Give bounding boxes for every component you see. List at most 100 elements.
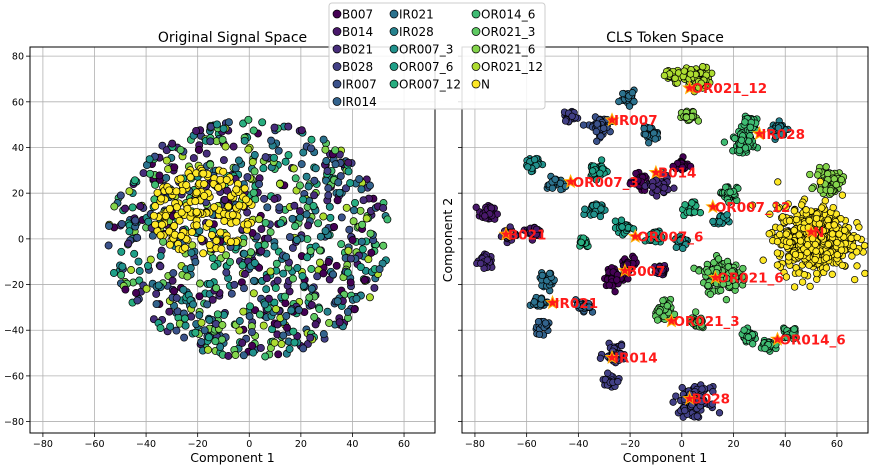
scatter-point	[741, 118, 749, 126]
scatter-point	[325, 202, 334, 211]
scatter-point	[324, 191, 333, 200]
scatter-point	[189, 300, 198, 309]
scatter-point	[266, 267, 275, 276]
scatter-point	[786, 238, 794, 246]
scatter-point	[360, 276, 369, 284]
scatter-point	[139, 169, 148, 178]
scatter-point	[231, 164, 240, 173]
scatter-point	[250, 151, 259, 159]
scatter-point	[235, 201, 244, 210]
scatter-point	[604, 369, 612, 377]
scatter-point	[704, 268, 712, 276]
scatter-point	[110, 202, 119, 211]
scatter-point	[161, 211, 170, 220]
scatter-point	[274, 146, 283, 155]
scatter-point	[169, 269, 178, 278]
scatter-point	[805, 261, 813, 269]
scatter-point	[679, 244, 687, 253]
scatter-point	[597, 132, 605, 140]
legend-marker	[332, 79, 342, 89]
scatter-point	[131, 216, 140, 225]
x-tick-label: 0	[679, 439, 685, 450]
scatter-point	[530, 155, 539, 164]
scatter-point	[615, 97, 623, 106]
scatter-point	[205, 219, 214, 228]
scatter-point	[816, 177, 824, 186]
scatter-point	[383, 215, 392, 224]
legend-marker	[332, 44, 342, 54]
scatter-point	[302, 210, 311, 219]
scatter-point	[192, 221, 201, 230]
scatter-point	[370, 283, 379, 292]
legend: B007 B014 B021 B028 IR007 IR014 IR021 IR028 OR00…	[328, 2, 546, 110]
scatter-point	[217, 245, 226, 253]
scatter-point	[791, 250, 800, 259]
scatter-point	[188, 228, 196, 237]
scatter-point	[208, 295, 217, 304]
scatter-point	[630, 97, 638, 106]
class-annotation-label: IR014	[614, 351, 658, 367]
legend-item: OR014_6	[471, 8, 535, 22]
scatter-point	[210, 262, 219, 271]
scatter-point	[124, 239, 133, 248]
scatter-point	[227, 289, 236, 298]
scatter-point	[307, 135, 316, 144]
scatter-point	[709, 217, 717, 226]
scatter-point	[597, 156, 606, 164]
scatter-point	[655, 308, 663, 316]
scatter-point	[706, 290, 715, 298]
legend-marker	[389, 44, 399, 54]
scatter-point	[670, 184, 678, 192]
scatter-point	[592, 127, 600, 136]
scatter-point	[618, 223, 626, 231]
legend-marker	[332, 27, 342, 36]
x-axis-label: Component 1	[190, 450, 275, 465]
class-annotation-label: OR007_6	[637, 230, 703, 246]
scatter-point	[159, 237, 168, 246]
scatter-point	[168, 276, 177, 285]
scatter-point	[737, 136, 746, 144]
scatter-point	[156, 251, 165, 260]
x-tick-label: −80	[33, 439, 53, 450]
scatter-point	[792, 215, 801, 224]
scatter-point	[593, 120, 601, 128]
scatter-point	[216, 228, 225, 237]
scatter-point	[681, 201, 689, 209]
scatter-point	[561, 117, 570, 125]
scatter-point	[309, 201, 318, 210]
scatter-point	[222, 268, 231, 277]
scatter-point	[319, 330, 328, 339]
y-tick-label: 80	[12, 52, 24, 63]
scatter-point	[219, 124, 228, 133]
scatter-point	[568, 112, 576, 120]
scatter-point	[319, 212, 328, 221]
scatter-point	[306, 333, 315, 342]
scatter-point	[287, 306, 296, 315]
scatter-point	[250, 259, 259, 267]
scatter-point	[551, 175, 559, 183]
scatter-point	[290, 338, 299, 347]
y-tick-label: −40	[4, 326, 24, 337]
scatter-point	[334, 178, 343, 187]
legend-label: B007	[342, 8, 373, 22]
scatter-point	[262, 274, 271, 283]
scatter-point	[806, 170, 814, 179]
scatter-point	[118, 262, 127, 271]
scatter-point	[716, 218, 724, 226]
scatter-point	[813, 269, 821, 278]
scatter-point	[720, 138, 729, 146]
legend-item: OR007_3	[389, 43, 453, 57]
scatter-point	[749, 340, 757, 348]
scatter-point	[357, 185, 366, 194]
scatter-point	[717, 286, 725, 295]
scatter-point	[333, 196, 342, 205]
scatter-point	[176, 174, 185, 183]
scatter-point	[289, 274, 297, 283]
scatter-point	[672, 392, 680, 400]
scatter-point	[660, 71, 669, 80]
axes-frame	[29, 46, 436, 434]
scatter-point	[822, 163, 830, 171]
scatter-point	[205, 240, 214, 249]
scatter-point	[284, 151, 293, 160]
scatter-point	[154, 281, 163, 290]
